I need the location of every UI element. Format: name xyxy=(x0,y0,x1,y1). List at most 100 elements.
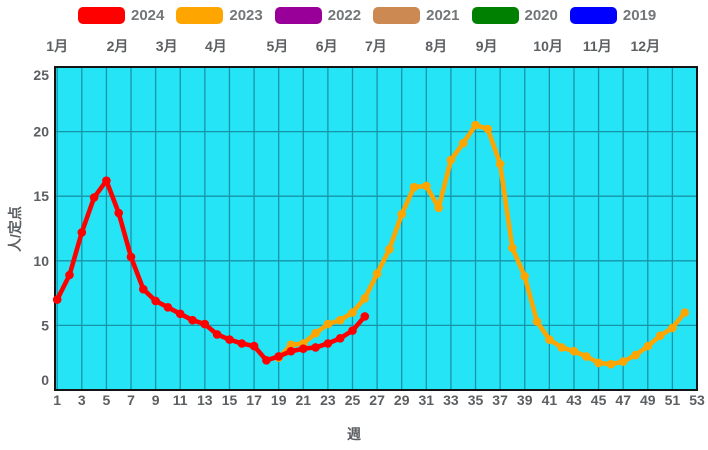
data-point-2023 xyxy=(520,272,529,281)
x-tick-label: 9 xyxy=(152,392,160,408)
data-point-2023 xyxy=(668,323,677,333)
legend-item-2023: 2023 xyxy=(176,7,263,24)
data-point-2023 xyxy=(311,328,320,338)
legend-year-label: 2024 xyxy=(131,7,165,24)
x-tick-label: 39 xyxy=(517,392,533,408)
data-point-2023 xyxy=(422,181,431,191)
month-label-1月: 1月 xyxy=(46,38,69,54)
data-point-2023 xyxy=(545,335,554,344)
data-point-2023 xyxy=(286,340,296,350)
data-point-2023 xyxy=(360,294,370,303)
data-point-2023 xyxy=(323,319,333,329)
data-point-2024 xyxy=(188,315,197,325)
data-point-2024 xyxy=(77,228,87,237)
x-axis-title: 週 xyxy=(347,426,361,442)
month-label-12月: 12月 xyxy=(630,38,661,54)
data-point-2023 xyxy=(495,159,505,169)
x-tick-label: 3 xyxy=(78,392,86,408)
x-tick-label: 25 xyxy=(345,392,361,408)
data-point-2024 xyxy=(299,344,308,354)
x-tick-label: 21 xyxy=(296,392,312,408)
data-point-2023 xyxy=(643,341,653,351)
data-point-2023 xyxy=(471,120,480,130)
y-tick-label: 20 xyxy=(33,124,49,140)
data-point-2023 xyxy=(569,346,579,356)
y-tick-labels: 0 5 10 15 20 25 xyxy=(33,67,49,388)
month-label-10月: 10月 xyxy=(533,38,563,54)
data-point-2023 xyxy=(594,358,603,368)
x-tick-label: 13 xyxy=(197,392,213,408)
x-tick-label: 45 xyxy=(591,392,607,408)
x-tick-label: 31 xyxy=(419,392,435,408)
data-point-2024 xyxy=(262,356,271,365)
y-tick-label: 0 xyxy=(41,372,49,388)
month-label-4月: 4月 xyxy=(204,38,227,54)
legend-swatch-2020 xyxy=(471,7,519,24)
data-point-2024 xyxy=(286,346,296,356)
data-point-2023 xyxy=(348,308,357,317)
data-point-2023 xyxy=(606,359,616,369)
y-axis-title: 人/定点 xyxy=(7,206,23,252)
data-point-2024 xyxy=(65,270,74,280)
data-point-2024 xyxy=(274,352,284,361)
data-point-2024 xyxy=(360,312,370,321)
data-point-2023 xyxy=(655,331,665,341)
legend-year-label: 2021 xyxy=(426,7,460,24)
legend-item-2022: 2022 xyxy=(274,7,361,24)
data-point-2023 xyxy=(680,308,689,317)
data-point-2024 xyxy=(249,341,259,351)
data-point-2023 xyxy=(434,203,443,213)
legend-item-2019: 2019 xyxy=(569,7,657,24)
x-tick-label: 23 xyxy=(320,392,336,408)
legend-swatch-2024 xyxy=(78,7,125,24)
data-point-2024 xyxy=(175,309,185,319)
data-point-2023 xyxy=(483,124,493,134)
legend-year-label: 2020 xyxy=(524,7,558,24)
x-tick-label: 47 xyxy=(615,392,631,408)
x-tick-label: 29 xyxy=(394,392,410,408)
x-tick-label: 1 xyxy=(53,392,61,408)
legend-swatch-2019 xyxy=(569,7,617,24)
data-point-2024 xyxy=(151,296,160,306)
x-tick-label: 5 xyxy=(103,392,111,408)
x-tick-label: 27 xyxy=(369,392,385,408)
legend-year-label: 2023 xyxy=(229,7,263,24)
x-tick-label: 11 xyxy=(173,392,188,408)
data-point-2023 xyxy=(458,138,468,148)
legend-item-2020: 2020 xyxy=(471,7,558,24)
month-label-6月: 6月 xyxy=(315,38,338,54)
legend-swatch-2023 xyxy=(176,7,224,24)
series-2024 xyxy=(52,176,370,365)
data-point-2024 xyxy=(225,335,234,344)
data-point-2024 xyxy=(335,334,345,343)
x-tick-label: 15 xyxy=(222,392,238,408)
legend-swatch-2021 xyxy=(373,7,421,24)
x-tick-label: 33 xyxy=(443,392,459,408)
data-point-2024 xyxy=(52,295,62,304)
y-tick-label: 15 xyxy=(33,188,49,204)
x-tick-label: 53 xyxy=(689,392,705,408)
data-point-2024 xyxy=(114,208,123,218)
data-point-2024 xyxy=(311,343,320,352)
x-tick-label: 37 xyxy=(492,392,508,408)
gridlines xyxy=(55,67,698,390)
month-label-8月: 8月 xyxy=(425,38,448,54)
plot-frame xyxy=(54,66,698,391)
data-point-2024 xyxy=(200,319,210,329)
data-point-2023 xyxy=(397,210,407,219)
legend-swatch-2022 xyxy=(274,7,322,24)
data-point-2023 xyxy=(385,244,394,254)
month-label-5月: 5月 xyxy=(266,38,289,54)
data-point-2023 xyxy=(372,269,382,279)
legend-item-2021: 2021 xyxy=(373,7,460,24)
x-tick-label: 41 xyxy=(542,392,558,408)
data-point-2024 xyxy=(237,339,247,348)
data-point-2023 xyxy=(508,243,517,253)
series-line-2023 xyxy=(276,122,688,367)
data-point-2024 xyxy=(126,252,136,262)
data-point-2023 xyxy=(532,317,542,326)
month-label-3月: 3月 xyxy=(155,38,178,54)
legend-year-label: 2019 xyxy=(622,7,657,24)
data-point-2023 xyxy=(335,315,345,325)
y-tick-label: 5 xyxy=(41,317,49,333)
